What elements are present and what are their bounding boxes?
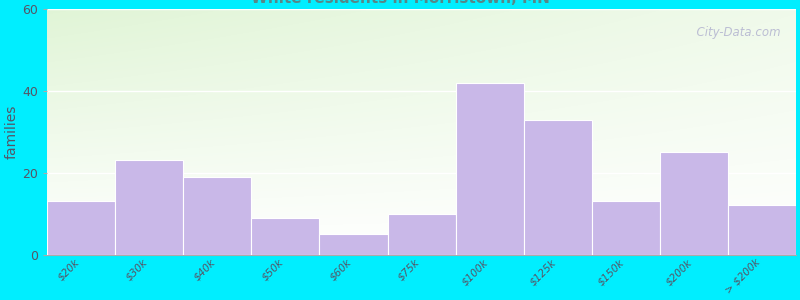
Bar (728, 206, 796, 254)
Bar (319, 234, 387, 254)
Bar (455, 83, 524, 254)
Bar (251, 218, 319, 254)
Bar (115, 160, 183, 254)
Y-axis label: families: families (4, 105, 18, 159)
Bar (524, 120, 592, 254)
Text: White residents in Morristown, MN: White residents in Morristown, MN (250, 0, 550, 6)
Bar (387, 214, 455, 254)
Bar (183, 177, 251, 254)
Text: City-Data.com: City-Data.com (690, 26, 781, 39)
Bar (592, 201, 660, 254)
Bar (660, 152, 728, 254)
Bar (47, 201, 115, 254)
